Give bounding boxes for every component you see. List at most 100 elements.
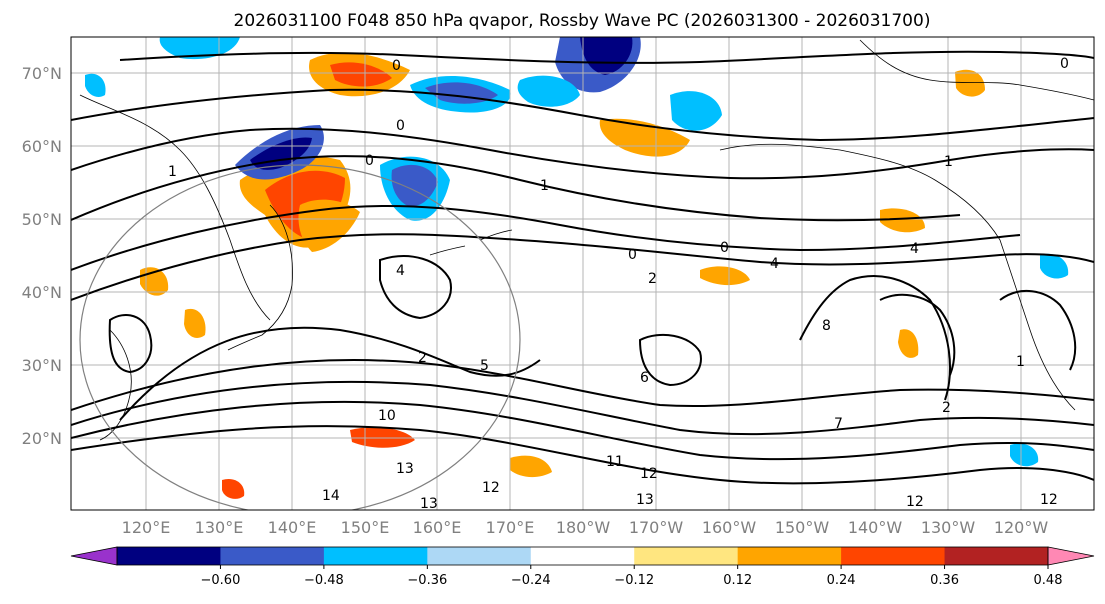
negative-anomaly-patch: [391, 164, 438, 207]
contour-label: 5: [480, 358, 489, 374]
coastline-china: [99, 329, 132, 441]
colorbar-segment: [634, 547, 739, 565]
lon-label: 170°E: [486, 518, 535, 537]
contour-label: 1: [944, 154, 953, 170]
latitude-labels: 70°N 60°N 50°N 40°N 30°N 20°N: [22, 64, 62, 448]
positive-anomaly-patch: [599, 118, 690, 157]
contour-line: [71, 88, 1094, 142]
lon-label: 130°E: [195, 518, 244, 537]
contour-line: [71, 425, 1094, 485]
colorbar-segment: [737, 547, 842, 565]
positive-anomaly-patch: [222, 478, 245, 499]
contour-label: 0: [392, 58, 401, 74]
contour-label: 0: [396, 118, 405, 134]
colorbar-segment: [841, 547, 946, 565]
contour-line: [71, 233, 1094, 301]
contour-labels: 0 0 0 0 1 1 1 0 2 4 5 6 8 4 2 10 11 12 1…: [168, 56, 1069, 512]
longitude-labels: 120°E 130°E 140°E 150°E 160°E 170°E 180°…: [122, 518, 1049, 537]
lat-label: 40°N: [22, 283, 62, 302]
lon-label: 120°W: [994, 518, 1049, 537]
contours: [71, 50, 1094, 485]
colorbar-tick-label: −0.12: [614, 573, 654, 588]
positive-anomaly-patch: [880, 208, 925, 233]
lon-label: 120°E: [122, 518, 171, 537]
map-panel: 0 0 0 0 1 1 1 0 2 4 5 6 8 4 2 10 11 12 1…: [70, 36, 1095, 512]
lon-label: 160°W: [702, 518, 757, 537]
lat-label: 20°N: [22, 429, 62, 448]
colorbar-ticks: −0.60 −0.48 −0.36 −0.24 −0.12 0.12 0.24 0.36 0.4…: [201, 565, 1062, 588]
contour-label: 4: [770, 256, 779, 272]
contour-label: 13: [636, 492, 654, 508]
coastline-west-america: [999, 239, 1076, 411]
contour-line: [799, 275, 951, 401]
positive-anomaly-patch: [700, 266, 750, 286]
colorbar-frame: [116, 546, 1049, 566]
lat-label: 60°N: [22, 137, 62, 156]
negative-anomaly-patch: [580, 37, 633, 75]
lon-label: 150°E: [341, 518, 390, 537]
contour-label: 1: [1016, 354, 1025, 370]
colorbar-segment: [530, 547, 635, 565]
contour-label: 1: [540, 178, 549, 194]
colorbar-segments: [71, 547, 1094, 565]
positive-anomaly-patch: [510, 455, 552, 478]
coastline-arctic: [859, 39, 1094, 101]
map-content: [71, 37, 1094, 510]
contour-line: [71, 127, 1094, 180]
positive-anomaly-patch: [184, 308, 206, 338]
colorbar-tick-label: 0.24: [827, 573, 856, 588]
negative-anomaly-patch: [85, 73, 106, 97]
positive-anomaly-patch: [898, 329, 919, 358]
contour-label: 2: [648, 271, 657, 287]
lon-label: 180°W: [556, 518, 611, 537]
contour-line: [119, 50, 1094, 64]
contour-label: 6: [640, 370, 649, 386]
lon-label: 140°W: [848, 518, 903, 537]
map-frame: [70, 36, 1095, 511]
colorbar-segment: [323, 547, 428, 565]
contour-line: [71, 205, 1021, 271]
lon-label: 150°W: [775, 518, 830, 537]
contour-line: [638, 333, 702, 387]
contour-line: [999, 289, 1077, 371]
contour-line: [379, 255, 452, 320]
negative-anomaly-patch: [670, 91, 722, 131]
lat-label: 30°N: [22, 356, 62, 375]
contour-label: 10: [378, 408, 396, 424]
lat-label: 50°N: [22, 210, 62, 229]
contour-label: 0: [365, 153, 374, 169]
coastline-japan: [227, 204, 293, 351]
colorbar: −0.60 −0.48 −0.36 −0.24 −0.12 0.12 0.24 0.36 0.4…: [70, 546, 1095, 588]
contour-label: 12: [1040, 492, 1058, 508]
colorbar-tick-label: −0.36: [407, 573, 447, 588]
contour-line: [119, 326, 541, 421]
contour-label: 8: [822, 318, 831, 334]
coastline-alaska: [719, 143, 1001, 241]
negative-anomaly-patch: [517, 75, 580, 107]
contour-label: 4: [910, 241, 919, 257]
negative-anomaly-patch: [159, 37, 240, 60]
positive-anomaly-patch: [955, 69, 985, 97]
contour-line: [108, 314, 153, 374]
colorbar-tick-label: −0.48: [304, 573, 344, 588]
contour-label: 12: [482, 480, 500, 496]
contour-label: 13: [396, 461, 414, 477]
contour-label: 0: [628, 247, 637, 263]
negative-anomaly-patch: [1010, 443, 1039, 467]
contour-label: 0: [720, 240, 729, 256]
colorbar-tick-label: −0.60: [201, 573, 241, 588]
contour-label: 2: [418, 350, 427, 366]
contour-label: 2: [942, 400, 951, 416]
contour-label: 14: [322, 488, 340, 504]
lon-label: 130°W: [921, 518, 976, 537]
positive-anomaly-patch: [330, 62, 392, 87]
colorbar-tick-label: 0.36: [930, 573, 959, 588]
aleutian-chain: [429, 229, 513, 256]
colorbar-extend-min: [71, 547, 117, 565]
coastline-asia: [79, 94, 271, 321]
lon-label: 170°W: [629, 518, 684, 537]
colorbar-extend-max: [1048, 547, 1094, 565]
lat-label: 70°N: [22, 64, 62, 83]
contour-line: [879, 293, 956, 376]
